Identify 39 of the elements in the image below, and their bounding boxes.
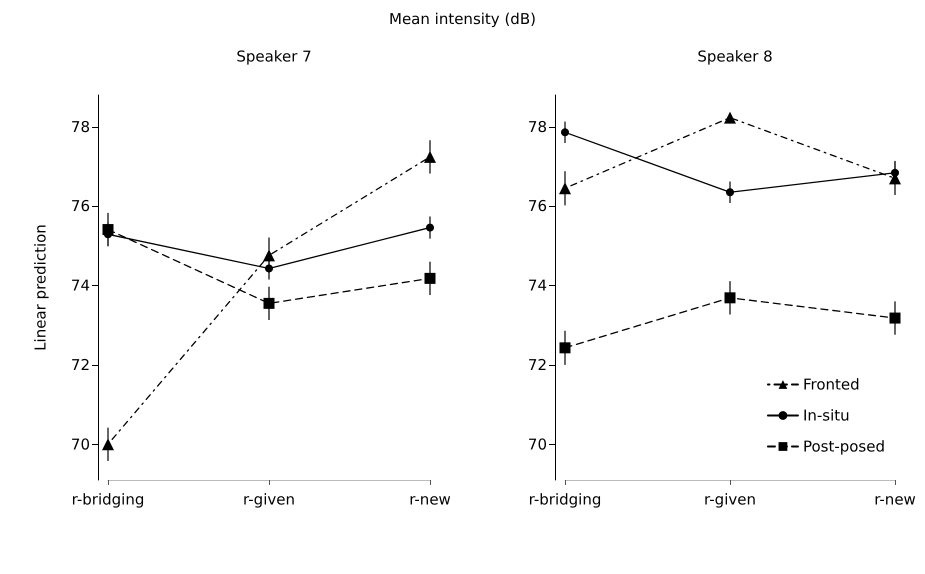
text: Mean intensity (dB) (388, 10, 537, 28)
point (424, 150, 436, 163)
point (424, 272, 436, 284)
point (890, 312, 900, 324)
y-tick-label: 72 (70, 356, 90, 374)
y-tick-label: 76 (70, 197, 90, 216)
y-tick-label: 74 (528, 276, 547, 295)
point (561, 128, 569, 136)
x-tick-label: r-new (409, 490, 451, 508)
point (724, 112, 736, 124)
point (891, 168, 899, 177)
point (264, 298, 274, 309)
y-tick-label: 78 (528, 118, 547, 136)
x-tick-label: r-bridging (528, 490, 602, 508)
legend-label: Post-posed (802, 438, 885, 456)
x-tick-label: r-given (243, 490, 295, 508)
y-tick-label: 70 (70, 435, 90, 454)
point (724, 292, 736, 304)
point (560, 342, 570, 354)
point (102, 224, 114, 236)
legend-label: In-situ (802, 406, 850, 424)
point (726, 188, 734, 196)
chart-subtitle: Speaker 8 (697, 48, 773, 66)
point (263, 249, 275, 262)
point (102, 438, 114, 450)
point (265, 264, 273, 272)
legend-label: Fronted (802, 376, 860, 394)
point (559, 182, 571, 194)
y-tick-label: 74 (70, 276, 90, 295)
y-tick-label: 70 (528, 435, 547, 454)
chart-subtitle: Speaker 7 (236, 48, 312, 66)
y-tick-label: 72 (528, 356, 547, 374)
y-tick-label: 76 (528, 197, 547, 216)
point (426, 224, 434, 232)
x-tick-label: r-new (874, 490, 916, 508)
y-axis-title: Linear prediction (32, 224, 50, 351)
y-tick-label: 78 (70, 118, 90, 136)
x-tick-label: r-given (704, 490, 756, 508)
x-tick-label: r-bridging (72, 490, 144, 508)
